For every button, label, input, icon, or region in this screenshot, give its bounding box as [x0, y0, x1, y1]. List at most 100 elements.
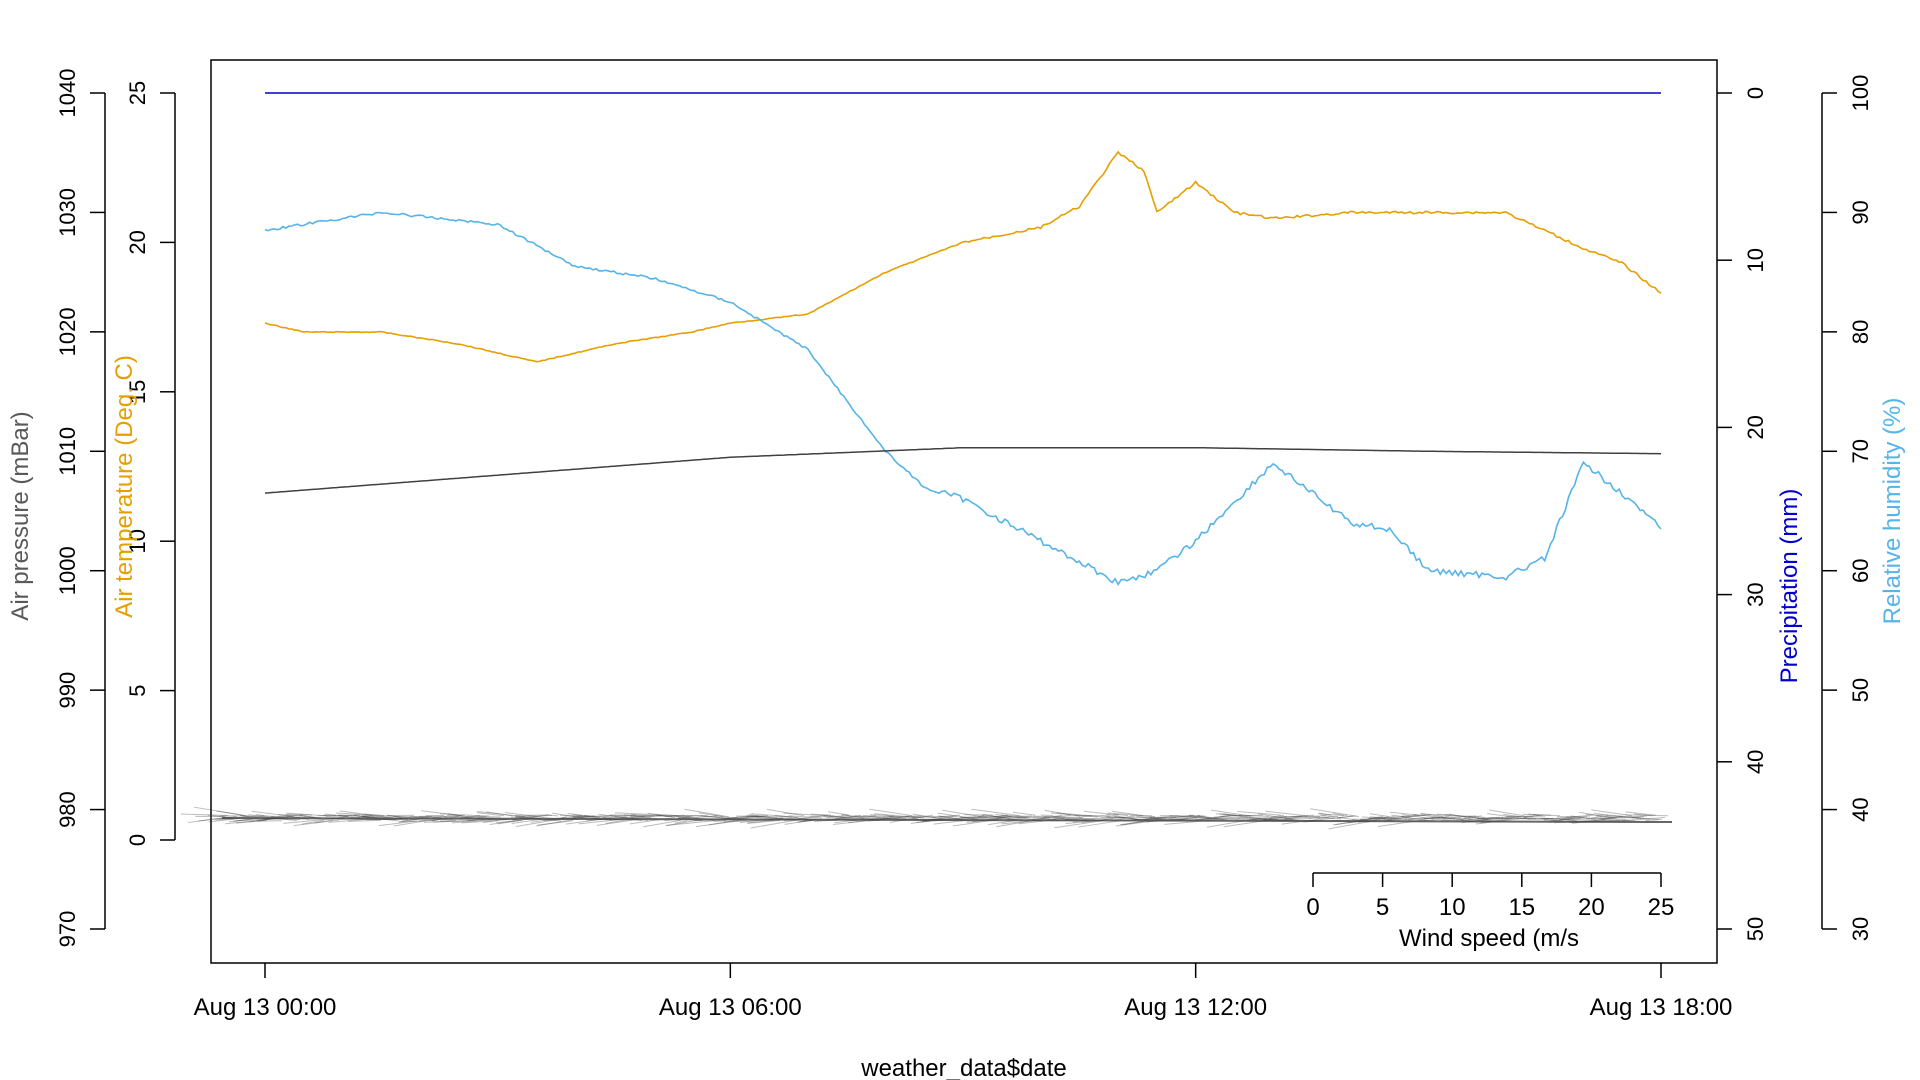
wind-vector	[614, 812, 667, 816]
wind-vector	[1050, 812, 1099, 818]
wind-vector	[939, 814, 961, 818]
precipitation-tick-label: 30	[1743, 582, 1768, 606]
air_pressure-tick-label: 980	[55, 791, 80, 828]
wind-vector	[1248, 818, 1276, 821]
wind-vector	[886, 815, 907, 819]
wind-vector	[631, 814, 673, 817]
wind-vector	[684, 808, 730, 818]
wind-vector	[1332, 813, 1348, 816]
wind-vector	[328, 818, 367, 823]
wind-vector	[1213, 814, 1231, 818]
wind-vector	[1532, 813, 1552, 816]
wind-vector	[1431, 817, 1462, 820]
wind-vector	[387, 814, 403, 819]
wind-vector	[1579, 811, 1615, 819]
wind-vector	[1178, 815, 1204, 821]
wind-vector	[1633, 813, 1654, 817]
wind-vector	[409, 815, 430, 818]
wind-vector	[1041, 814, 1063, 819]
air_pressure-tick-label: 1000	[55, 546, 80, 595]
wind-vector	[967, 816, 988, 819]
wind-vector	[870, 814, 895, 817]
series-layer	[264, 92, 1662, 586]
wind-vector	[1373, 814, 1426, 819]
wind-vector	[339, 810, 391, 819]
relative_humidity-tick-label: 50	[1848, 678, 1873, 702]
wind-vector	[1625, 814, 1669, 817]
wind-vector	[1567, 817, 1612, 821]
wind-vector	[1173, 818, 1189, 821]
wind-vector	[1197, 814, 1219, 820]
wind-vector	[933, 820, 964, 825]
wind-vector	[1555, 814, 1594, 820]
wind-vector	[1591, 809, 1633, 817]
wind-vector	[1420, 813, 1453, 817]
wind-vector	[325, 815, 358, 818]
relative_humidity-tick-label: 60	[1848, 558, 1873, 582]
wind-vector	[750, 815, 766, 819]
wind-vector	[889, 815, 922, 818]
air_pressure-tick-label: 1030	[55, 188, 80, 237]
precipitation-axis-label: Precipitation (mm)	[1776, 489, 1803, 684]
wind-vector	[1270, 815, 1288, 819]
wind-vector	[732, 815, 769, 819]
wind-vector	[562, 815, 580, 819]
wind-vector	[1268, 814, 1315, 819]
wind-barbs	[180, 806, 1673, 830]
x-tick-label: Aug 13 12:00	[1124, 994, 1267, 1021]
wind-vector	[286, 812, 328, 817]
series-line	[264, 150, 1662, 363]
wind-vector	[905, 815, 943, 818]
wind-vector	[1106, 816, 1126, 819]
wind-vector	[1219, 813, 1261, 819]
wind-vector	[439, 819, 457, 822]
wind-vector	[1402, 814, 1432, 818]
air_pressure-tick-label: 970	[55, 911, 80, 948]
wind-vector	[489, 819, 520, 825]
wind-vector	[477, 810, 529, 818]
wind-vector	[1528, 817, 1573, 820]
wind-vector	[1477, 816, 1501, 819]
wind-vector	[1400, 815, 1429, 822]
wind-vector	[361, 814, 394, 818]
wind-vector	[496, 819, 523, 824]
wind-vector	[1543, 819, 1564, 822]
wind-vector	[1460, 818, 1492, 821]
wind-vector	[1360, 818, 1402, 821]
wind-vector	[1549, 818, 1567, 822]
wind-vector	[314, 819, 334, 824]
wind-vector	[1285, 816, 1321, 820]
wind-vector	[1215, 813, 1237, 817]
wind-vector	[1501, 815, 1540, 819]
wind-vector	[357, 815, 373, 818]
wind-vector	[1437, 815, 1477, 819]
air_temperature-tick-label: 5	[125, 684, 150, 696]
wind-vector	[527, 815, 553, 817]
x-axis-label: weather_data$date	[860, 1055, 1067, 1080]
wind-baseline	[221, 817, 1673, 823]
wind-vector	[421, 810, 463, 817]
wind-vector	[610, 814, 655, 817]
wind-vector	[643, 819, 682, 828]
wind-vector	[1586, 816, 1603, 820]
wind-vector	[1389, 811, 1420, 816]
wind-vector	[1585, 813, 1600, 816]
wind-vector	[664, 814, 685, 817]
wind-vector	[251, 810, 295, 818]
wind-vector	[937, 812, 979, 820]
wind-vector	[826, 815, 844, 819]
wind-vector	[278, 813, 307, 817]
relative_humidity-tick-label: 80	[1848, 320, 1873, 344]
wind-vector	[695, 819, 748, 828]
wind-vector	[336, 812, 385, 817]
wind-vector	[630, 815, 664, 820]
wind-vector	[751, 813, 799, 818]
wind-vector	[1489, 809, 1525, 817]
wind-vector	[1391, 814, 1405, 818]
air_temperature-tick-label: 0	[125, 834, 150, 846]
relative_humidity-tick-label: 100	[1848, 75, 1873, 112]
wind-vector	[868, 815, 910, 818]
wind-vector	[399, 819, 436, 823]
wind-scale-label: Wind speed (m/s	[1399, 925, 1579, 952]
wind-vector	[655, 814, 691, 817]
